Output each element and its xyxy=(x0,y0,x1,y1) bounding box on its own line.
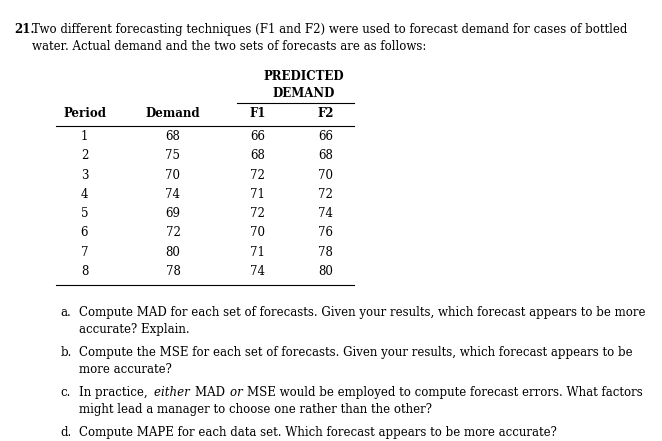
Text: 2: 2 xyxy=(81,149,88,162)
Text: 76: 76 xyxy=(318,226,334,239)
Text: 68: 68 xyxy=(318,149,333,162)
Text: 6: 6 xyxy=(81,226,88,239)
Text: 21.: 21. xyxy=(15,22,35,36)
Text: 70: 70 xyxy=(318,168,334,182)
Text: 68: 68 xyxy=(250,149,265,162)
Text: 3: 3 xyxy=(81,168,88,182)
Text: F2: F2 xyxy=(318,107,334,120)
Text: 74: 74 xyxy=(166,188,181,201)
Text: 75: 75 xyxy=(166,149,181,162)
Text: 71: 71 xyxy=(250,188,265,201)
Text: water. Actual demand and the two sets of forecasts are as follows:: water. Actual demand and the two sets of… xyxy=(32,41,426,53)
Text: 72: 72 xyxy=(250,168,265,182)
Text: DEMAND: DEMAND xyxy=(273,87,335,100)
Text: 78: 78 xyxy=(318,246,333,258)
Text: either: either xyxy=(154,386,193,399)
Text: Compute MAD for each set of forecasts. Given your results, which forecast appear: Compute MAD for each set of forecasts. G… xyxy=(79,306,645,319)
Text: 70: 70 xyxy=(250,226,265,239)
Text: 72: 72 xyxy=(166,226,181,239)
Text: 68: 68 xyxy=(166,130,181,143)
Text: 66: 66 xyxy=(318,130,334,143)
Text: c.: c. xyxy=(60,386,71,399)
Text: or: or xyxy=(230,386,246,399)
Text: 7: 7 xyxy=(81,246,88,258)
Text: a.: a. xyxy=(60,306,71,319)
Text: 70: 70 xyxy=(166,168,181,182)
Text: Compute MAPE for each data set. Which forecast appears to be more accurate?: Compute MAPE for each data set. Which fo… xyxy=(79,426,557,439)
Text: 69: 69 xyxy=(166,207,181,220)
Text: MAD: MAD xyxy=(195,386,229,399)
Text: 72: 72 xyxy=(318,188,333,201)
Text: d.: d. xyxy=(60,426,71,439)
Text: In practice,: In practice, xyxy=(79,386,151,399)
Text: 5: 5 xyxy=(81,207,88,220)
Text: 72: 72 xyxy=(250,207,265,220)
Text: might lead a manager to choose one rather than the other?: might lead a manager to choose one rathe… xyxy=(79,404,432,416)
Text: MSE would be employed to compute forecast errors. What factors: MSE would be employed to compute forecas… xyxy=(247,386,647,399)
Text: 80: 80 xyxy=(318,265,333,278)
Text: 74: 74 xyxy=(250,265,265,278)
Text: 71: 71 xyxy=(250,246,265,258)
Text: 74: 74 xyxy=(318,207,334,220)
Text: 4: 4 xyxy=(81,188,88,201)
Text: Two different forecasting techniques (F1 and F2) were used to forecast demand fo: Two different forecasting techniques (F1… xyxy=(32,22,628,36)
Text: 66: 66 xyxy=(250,130,265,143)
Text: 1: 1 xyxy=(81,130,88,143)
Text: accurate? Explain.: accurate? Explain. xyxy=(79,324,189,336)
Text: F1: F1 xyxy=(250,107,265,120)
Text: b.: b. xyxy=(60,346,71,359)
Text: 8: 8 xyxy=(81,265,88,278)
Text: Compute the MSE for each set of forecasts. Given your results, which forecast ap: Compute the MSE for each set of forecast… xyxy=(79,346,632,359)
Text: PREDICTED: PREDICTED xyxy=(263,70,344,83)
Text: 80: 80 xyxy=(166,246,181,258)
Text: more accurate?: more accurate? xyxy=(79,363,171,377)
Text: 78: 78 xyxy=(166,265,181,278)
Text: Period: Period xyxy=(63,107,106,120)
Text: Demand: Demand xyxy=(146,107,201,120)
